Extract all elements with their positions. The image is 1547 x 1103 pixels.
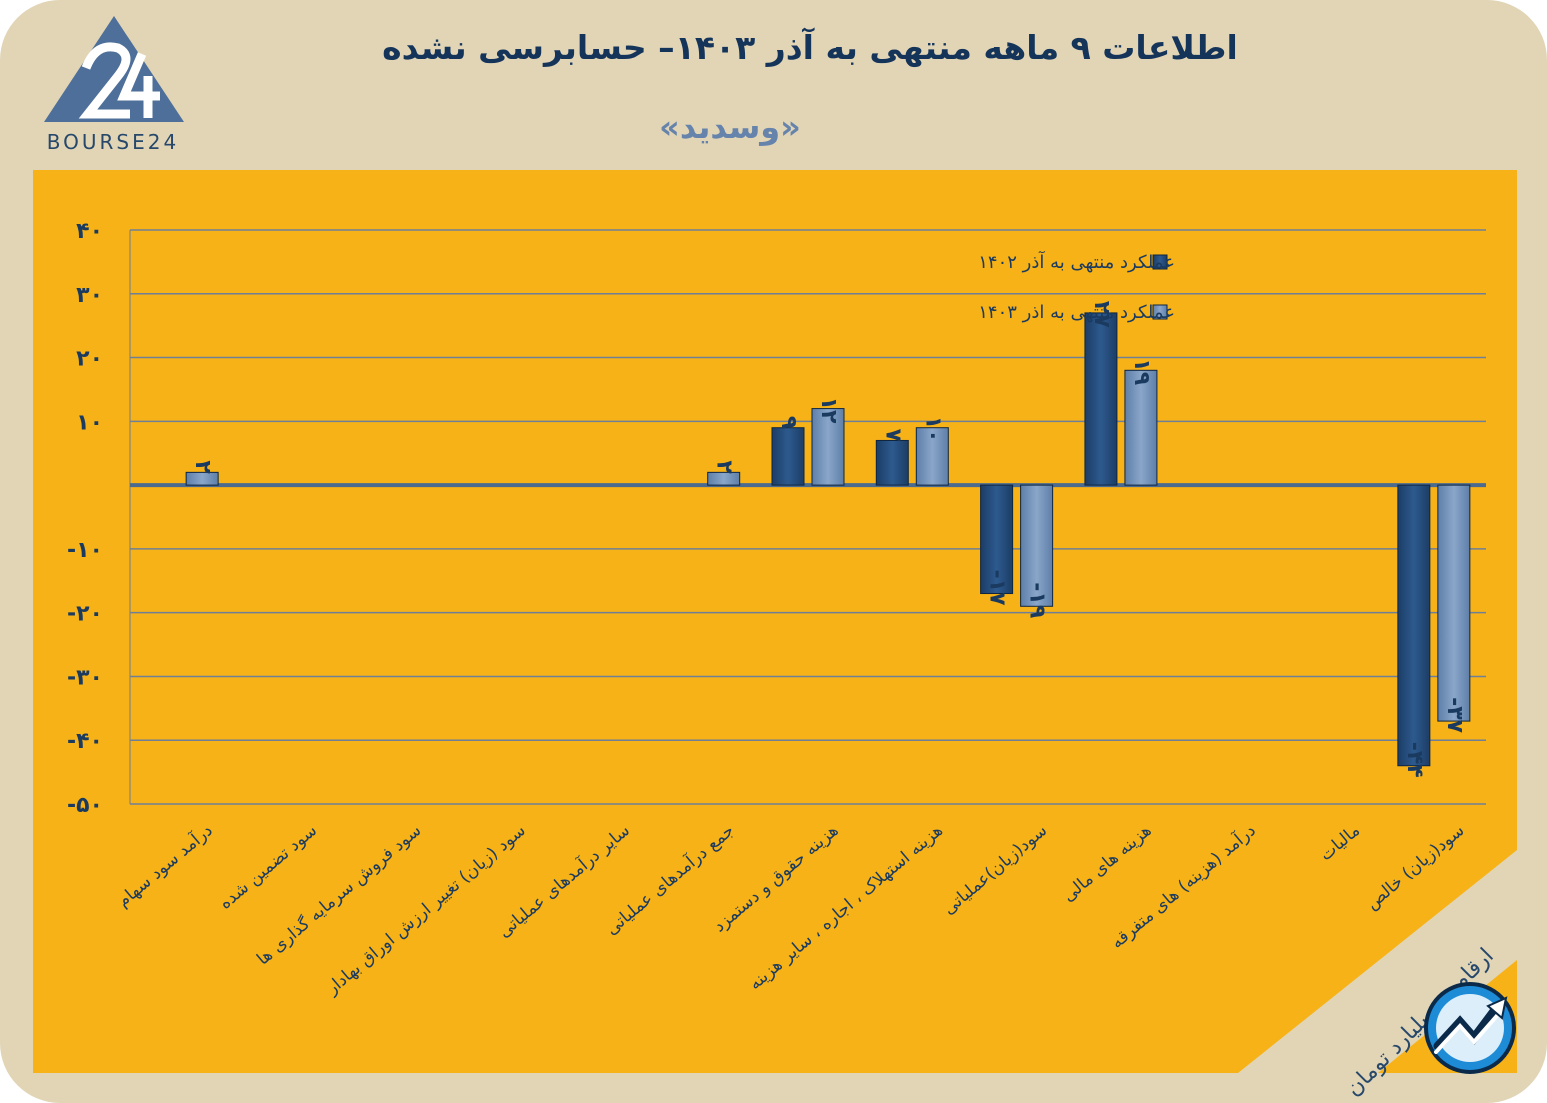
x-tick-label: سود فروش سرمایه گذاری ها — [253, 820, 426, 970]
logo-text: BOURSE24 — [46, 130, 180, 154]
data-label: -۱۹ — [1025, 582, 1050, 618]
legend-label: عملکرد منتهی به اذر ۱۴۰۳ — [978, 302, 1175, 323]
data-label: ۲ — [190, 460, 215, 474]
data-label: ۹ — [776, 416, 801, 429]
bar — [875, 439, 909, 486]
bar — [1124, 369, 1158, 486]
data-label: ۲ — [712, 460, 737, 474]
x-tick-label: سود(زیان) خالص — [1362, 821, 1468, 914]
data-label: -۳۷ — [1442, 697, 1467, 734]
y-tick-label: ۲۰ — [76, 347, 103, 372]
legend-label: عملکرد منتهی به آذر ۱۴۰۲ — [978, 250, 1175, 273]
y-tick-label: -۳۰ — [67, 665, 103, 690]
data-label: ۱۰ — [920, 416, 945, 443]
bar — [707, 471, 741, 486]
y-tick-label: ۴۰ — [76, 219, 103, 244]
x-tick-label: هزینه استهلاک ، اجاره ، سایر هزینه — [745, 821, 947, 995]
bar — [771, 427, 805, 486]
chart-panel: ۴۰ ۳۰ ۲۰ ۱۰ -۱۰ -۲۰ -۳۰ -۴۰ -۵۰ ۹ ۷ -۱۷ ۲۷ -۴۴ ۲ ۲ ۱۲ ۱۰ -… — [33, 170, 1517, 1073]
bar — [811, 408, 845, 486]
data-label: ۱۲ — [816, 397, 841, 424]
data-label: -۴۴ — [1402, 742, 1427, 778]
y-tick-label: -۴۰ — [67, 729, 103, 754]
y-tick-label: -۵۰ — [67, 793, 103, 818]
data-label: -۱۷ — [985, 570, 1010, 607]
y-tick-label: ۳۰ — [76, 283, 103, 308]
bar — [185, 471, 219, 486]
y-tick-label: -۲۰ — [67, 602, 103, 627]
y-tick-label: ۱۰ — [76, 410, 103, 435]
x-tick-label: سود (زیان) تغییر ارزش اوراق بهادار — [322, 821, 530, 1000]
x-tick-label: هزینه های مالی — [1059, 821, 1156, 907]
legend-swatch — [1152, 304, 1168, 320]
bar — [1397, 484, 1431, 767]
legend-swatch — [1152, 254, 1168, 270]
bar — [980, 484, 1014, 595]
data-label: ۱۹ — [1129, 358, 1154, 385]
x-tick-label: مالیات — [1316, 821, 1364, 866]
x-tick-label: سود تضمین شده — [216, 821, 321, 914]
bar — [1020, 484, 1054, 607]
bar-chart: ۴۰ ۳۰ ۲۰ ۱۰ -۱۰ -۲۰ -۳۰ -۴۰ -۵۰ ۹ ۷ -۱۷ ۲۷ -۴۴ ۲ ۲ ۱۲ ۱۰ -… — [67, 219, 1517, 1073]
x-tick-label: درآمد سود سهام — [112, 819, 216, 912]
bar — [915, 427, 949, 486]
page-title: اطلاعات ۹ ماهه منتهی به آذر ۱۴۰۳– حسابرس… — [382, 28, 1238, 67]
x-tick-label: سود(زیان)عملیاتی — [939, 821, 1051, 919]
data-label: ۷ — [880, 428, 905, 442]
y-tick-label: -۱۰ — [67, 538, 103, 563]
company-name: «وسدید» — [659, 108, 801, 146]
bar — [1437, 484, 1471, 722]
bourse24-logo-icon — [44, 16, 184, 122]
data-label: ۲۷ — [1089, 301, 1114, 328]
trend-up-icon — [1424, 982, 1516, 1074]
bar — [1084, 312, 1118, 486]
